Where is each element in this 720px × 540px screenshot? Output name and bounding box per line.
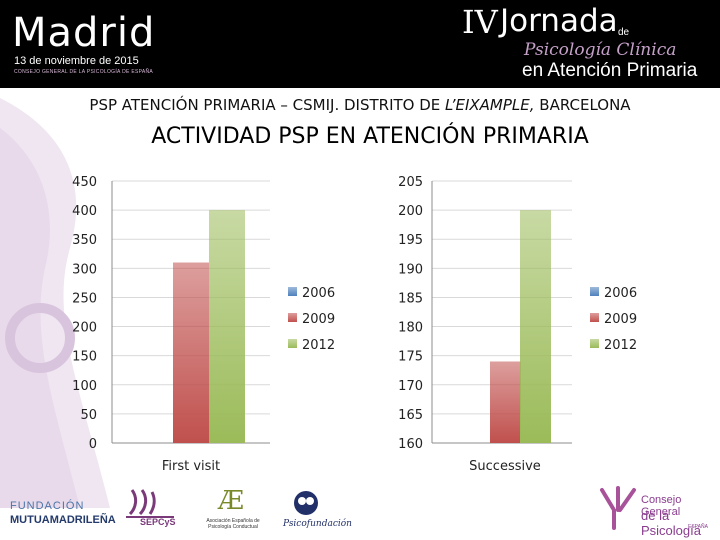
legend-label: 2006 [604, 286, 637, 301]
consejo-general-logo-icon [600, 486, 636, 530]
x-tick-label: First visit [162, 459, 220, 474]
y-tick-label: 190 [398, 262, 423, 277]
y-tick-label: 50 [80, 408, 97, 423]
bar-2009 [173, 262, 209, 443]
consejo-general-line3: ESPAÑA [688, 524, 708, 530]
background-decoration [0, 98, 110, 508]
bar-2012 [520, 210, 551, 443]
y-tick-label: 195 [398, 233, 423, 248]
jornada-word: Jornada [500, 3, 618, 39]
y-tick-label: 350 [72, 233, 97, 248]
bar-2012 [209, 210, 245, 443]
psicofundacion-logo-icon [294, 491, 318, 515]
y-tick-label: 175 [398, 350, 423, 365]
y-tick-label: 165 [398, 408, 423, 423]
y-tick-label: 450 [72, 175, 97, 190]
y-tick-label: 200 [398, 204, 423, 219]
y-tick-label: 160 [398, 437, 423, 452]
y-tick-label: 100 [72, 379, 97, 394]
mutua-madrilena-label: MUTUAMADRILEÑA [10, 514, 116, 526]
consejo-general-line2: de la Psicología [641, 508, 701, 538]
aepc-label: Asociación Española de Psicología Conduc… [206, 518, 260, 530]
y-tick-label: 150 [72, 350, 97, 365]
sepcys-logo-icon [126, 489, 174, 518]
legend-label: 2009 [302, 312, 335, 327]
aepc-logo-mark: Æ [218, 486, 245, 516]
jornada-line2: Psicología Clínica [524, 40, 677, 60]
jornada-number: IV [462, 3, 498, 41]
fundacion-label: FUNDACIÓN [10, 500, 85, 512]
jornada-de: de [618, 27, 630, 38]
legend-swatch-2009 [590, 313, 599, 322]
event-date: 13 de noviembre de 2015 [14, 55, 139, 67]
legend-label: 2006 [302, 286, 335, 301]
psicofundacion-label: Psicofundación [283, 519, 352, 529]
y-tick-label: 300 [72, 262, 97, 277]
charts-canvas: 0 50 100 150 200 250 300 350 400 450 First visit 20… [72, 175, 637, 474]
legend-swatch-2006 [288, 287, 297, 296]
x-tick-label: Successive [469, 459, 541, 474]
legend-label: 2012 [604, 338, 637, 353]
legend-label: 2012 [302, 338, 335, 353]
legend-swatch-2012 [590, 339, 599, 348]
y-tick-label: 400 [72, 204, 97, 219]
y-tick-label: 180 [398, 321, 423, 336]
jornada-line3: en Atención Primaria [522, 60, 698, 81]
y-tick-label: 185 [398, 291, 423, 306]
legend-label: 2009 [604, 312, 637, 327]
header-banner [0, 0, 720, 88]
sepcys-label: SEPCyS [140, 517, 176, 527]
y-tick-label: 205 [398, 175, 423, 190]
legend-swatch-2009 [288, 313, 297, 322]
y-tick-label: 0 [89, 437, 97, 452]
y-tick-label: 170 [398, 379, 423, 394]
event-org: CONSEJO GENERAL DE LA PSICOLOGÍA DE ESPA… [14, 69, 154, 75]
consejo-general-line1: Consejo General [641, 494, 682, 518]
y-tick-label: 200 [72, 321, 97, 336]
y-tick-label: 250 [72, 291, 97, 306]
legend-swatch-2012 [288, 339, 297, 348]
bar-2009 [490, 361, 521, 443]
event-city: Madrid [12, 10, 156, 56]
legend-swatch-2006 [590, 287, 599, 296]
slide-subtitle: PSP ATENCIÓN PRIMARIA – CSMIJ. DISTRITO … [89, 96, 631, 114]
slide-title: ACTIVIDAD PSP EN ATENCIÓN PRIMARIA [151, 124, 589, 149]
